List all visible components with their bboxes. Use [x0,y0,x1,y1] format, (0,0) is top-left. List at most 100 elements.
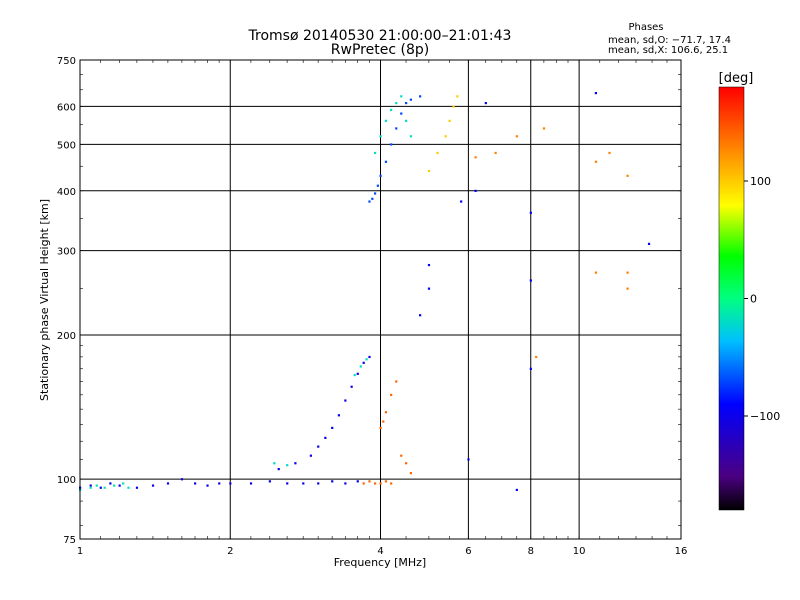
data-point [448,119,451,122]
data-point [344,482,347,485]
data-point [405,101,408,105]
data-point [542,127,546,130]
data-point [337,414,341,417]
colorbar-ticks: 100 0 −100 [744,175,780,423]
data-point [409,135,412,138]
data-point [379,135,382,138]
data-point [331,426,334,430]
data-point [474,189,477,192]
data-point [309,454,312,457]
data-point [268,480,271,483]
data-point [436,151,439,155]
data-point [371,197,374,200]
y-tick-label: 100 [57,475,76,486]
data-point [395,380,398,383]
x-tick-label: 10 [573,546,586,557]
grid-lines [80,60,681,539]
data-point [365,358,368,361]
colorbar-gradient [719,87,744,510]
data-point [89,486,92,489]
data-point [409,98,412,101]
data-point [89,484,92,487]
data-point [324,436,327,439]
chart-header: Tromsø 20140530 21:00:00–21:01:43 RwPret… [248,22,731,58]
data-point [368,200,371,203]
data-point [419,314,422,317]
data-point [277,468,280,471]
x-tick-label: 8 [528,546,534,557]
y-axis-label: Stationary phase Virtual Height [km] [38,199,51,401]
data-point [379,174,382,177]
x-tick-label: 4 [377,546,383,557]
data-point [460,200,463,203]
data-point [166,482,170,485]
data-point [374,482,377,485]
y-tick-label: 300 [57,247,76,258]
data-point [194,482,197,485]
data-point [273,462,276,465]
data-point [374,192,377,195]
data-point [427,287,431,290]
data-point [405,462,408,465]
data-point [317,482,320,485]
chart-title: Tromsø 20140530 21:00:00–21:01:43 [248,28,512,44]
x-tick-label: 2 [227,546,233,557]
data-point [229,482,232,485]
data-point [384,480,388,483]
data-point [353,373,356,377]
data-point [384,160,388,163]
data-point [390,143,393,146]
data-point [467,458,470,461]
colorbar-tick-label: 0 [750,293,757,306]
data-point [427,263,431,267]
data-point [626,174,629,177]
x-axis-ticks: 1 2 4 6 8 10 16 [77,60,687,557]
chart-subtitle: RwPretec (8p) [331,42,429,58]
data-point [515,135,518,138]
data-point [368,480,371,483]
data-point [294,462,297,465]
data-point [456,95,459,98]
data-point [135,486,139,489]
data-point [384,411,388,414]
data-point [594,160,598,163]
y-tick-label: 400 [57,187,76,198]
data-point [400,95,403,98]
phases-heading: Phases [628,22,663,33]
phase-colorbar: [deg] 100 0 −100 [719,71,780,511]
data-point [474,156,477,159]
data-point [647,242,651,245]
colorbar-tick-label: −100 [750,410,780,423]
data-point [218,482,221,485]
y-tick-label: 200 [57,331,76,342]
colorbar-label: [deg] [719,71,754,86]
data-point [317,445,320,448]
y-axis-ticks: 75 100 200 300 400 500 600 750 [57,56,681,546]
data-point [626,271,629,274]
data-point [535,355,538,359]
x-tick-label: 1 [77,546,83,557]
data-point [400,454,403,457]
data-point [356,480,359,483]
data-point [127,486,130,489]
data-point [515,488,518,492]
data-point [444,135,447,138]
data-point [376,184,379,187]
colorbar-tick-label: 100 [750,175,771,188]
data-point [452,105,455,108]
data-point [374,151,377,155]
data-point [379,482,382,485]
data-point [384,119,388,122]
y-tick-label: 500 [57,140,76,151]
y-tick-label: 750 [57,56,76,67]
x-axis-label: Frequency [MHz] [334,556,426,569]
data-point [362,482,365,485]
data-point [405,119,408,122]
data-point [118,484,121,487]
data-point [390,108,393,112]
data-point [419,95,422,98]
data-point [626,287,629,290]
data-point [350,385,353,388]
data-point [594,271,598,274]
data-point [382,420,385,423]
